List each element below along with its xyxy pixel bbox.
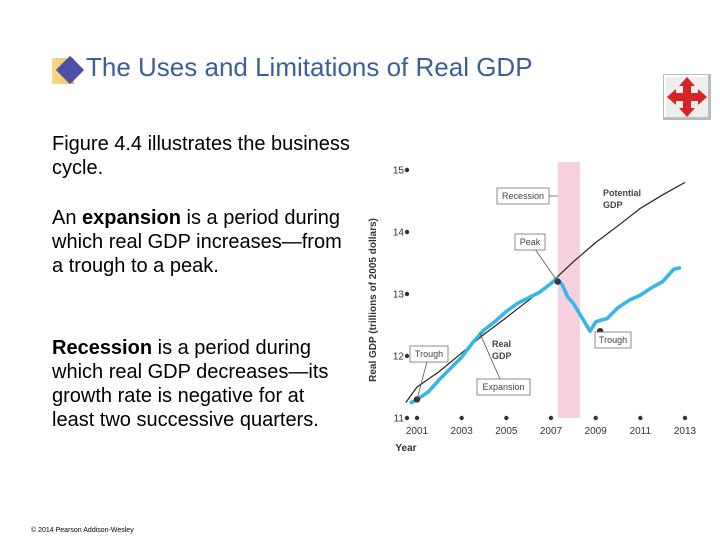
x-tick-dot — [414, 415, 420, 421]
x-axis-title: Year — [395, 443, 416, 454]
y-tick-label: 13 — [393, 290, 405, 301]
real-gdp-label-2: GDP — [492, 351, 512, 361]
expansion-label-box — [476, 378, 531, 396]
y-tick-dot — [404, 229, 410, 235]
copyright-text: © 2014 Pearson Addison-Wesley — [31, 527, 134, 534]
business-cycle-chart: 11 12 13 14 15 2001 2003 2005 2007 2009 2011 2013 Ye… — [368, 162, 697, 454]
potential-gdp-label: Potential — [603, 188, 641, 198]
x-tick-dot — [548, 415, 554, 421]
peak-label: Peak — [520, 237, 541, 247]
expansion-definition: An expansion is a period during which re… — [52, 207, 342, 277]
trough-label-2001: Trough — [415, 349, 443, 359]
x-tick-label: 2007 — [540, 426, 563, 437]
y-tick-dot — [404, 167, 410, 173]
x-tick-dot — [638, 415, 643, 421]
x-tick-label: 2013 — [674, 426, 697, 437]
y-tick-label: 14 — [393, 228, 405, 239]
peak-point — [554, 278, 561, 285]
y-tick-label: 11 — [394, 414, 405, 425]
arrows-icon — [667, 77, 707, 117]
x-tick-dot — [593, 415, 598, 421]
x-tick-label: 2003 — [451, 426, 474, 437]
x-tick-label: 2005 — [495, 426, 518, 437]
x-tick-dot — [682, 415, 688, 421]
y-axis-title: Real GDP (trillions of 2005 dollars) — [368, 218, 379, 382]
trough-label-2001-box — [409, 345, 449, 363]
real-gdp-label: Real — [492, 339, 511, 349]
recession-label-box — [496, 187, 550, 205]
intro-text: Figure 4.4 illustrates the business cycl… — [52, 133, 350, 179]
trough-label-2009: Trough — [599, 335, 627, 345]
slide-title: The Uses and Limitations of Real GDP — [86, 52, 533, 82]
x-tick-dot — [459, 415, 464, 421]
y-tick-dot — [404, 291, 410, 297]
expansion-label: Expansion — [482, 382, 524, 392]
expansion-term: expansion — [82, 207, 181, 229]
real-gdp-line — [409, 266, 682, 405]
y-tick-label: 15 — [393, 166, 405, 177]
x-tick-label: 2011 — [630, 426, 652, 437]
peak-label-box — [514, 233, 546, 251]
four-arrow-navigation-icon[interactable] — [663, 74, 711, 120]
x-tick-label: 2009 — [585, 426, 608, 437]
y-tick-dot — [404, 353, 410, 359]
recession-band — [557, 162, 581, 418]
x-tick-dot — [504, 415, 509, 421]
recession-label: Recession — [502, 191, 544, 201]
title-bar — [52, 52, 658, 92]
recession-definition: Recession is a period during which real … — [52, 337, 329, 431]
y-tick-dot — [404, 415, 410, 421]
expansion-label-leader — [479, 332, 504, 388]
trough-label-2009-box — [594, 331, 632, 349]
potential-gdp-label-2: GDP — [603, 200, 623, 210]
y-tick-label: 12 — [393, 352, 405, 363]
x-tick-label: 2001 — [406, 426, 429, 437]
recession-term: Recession — [52, 337, 153, 359]
